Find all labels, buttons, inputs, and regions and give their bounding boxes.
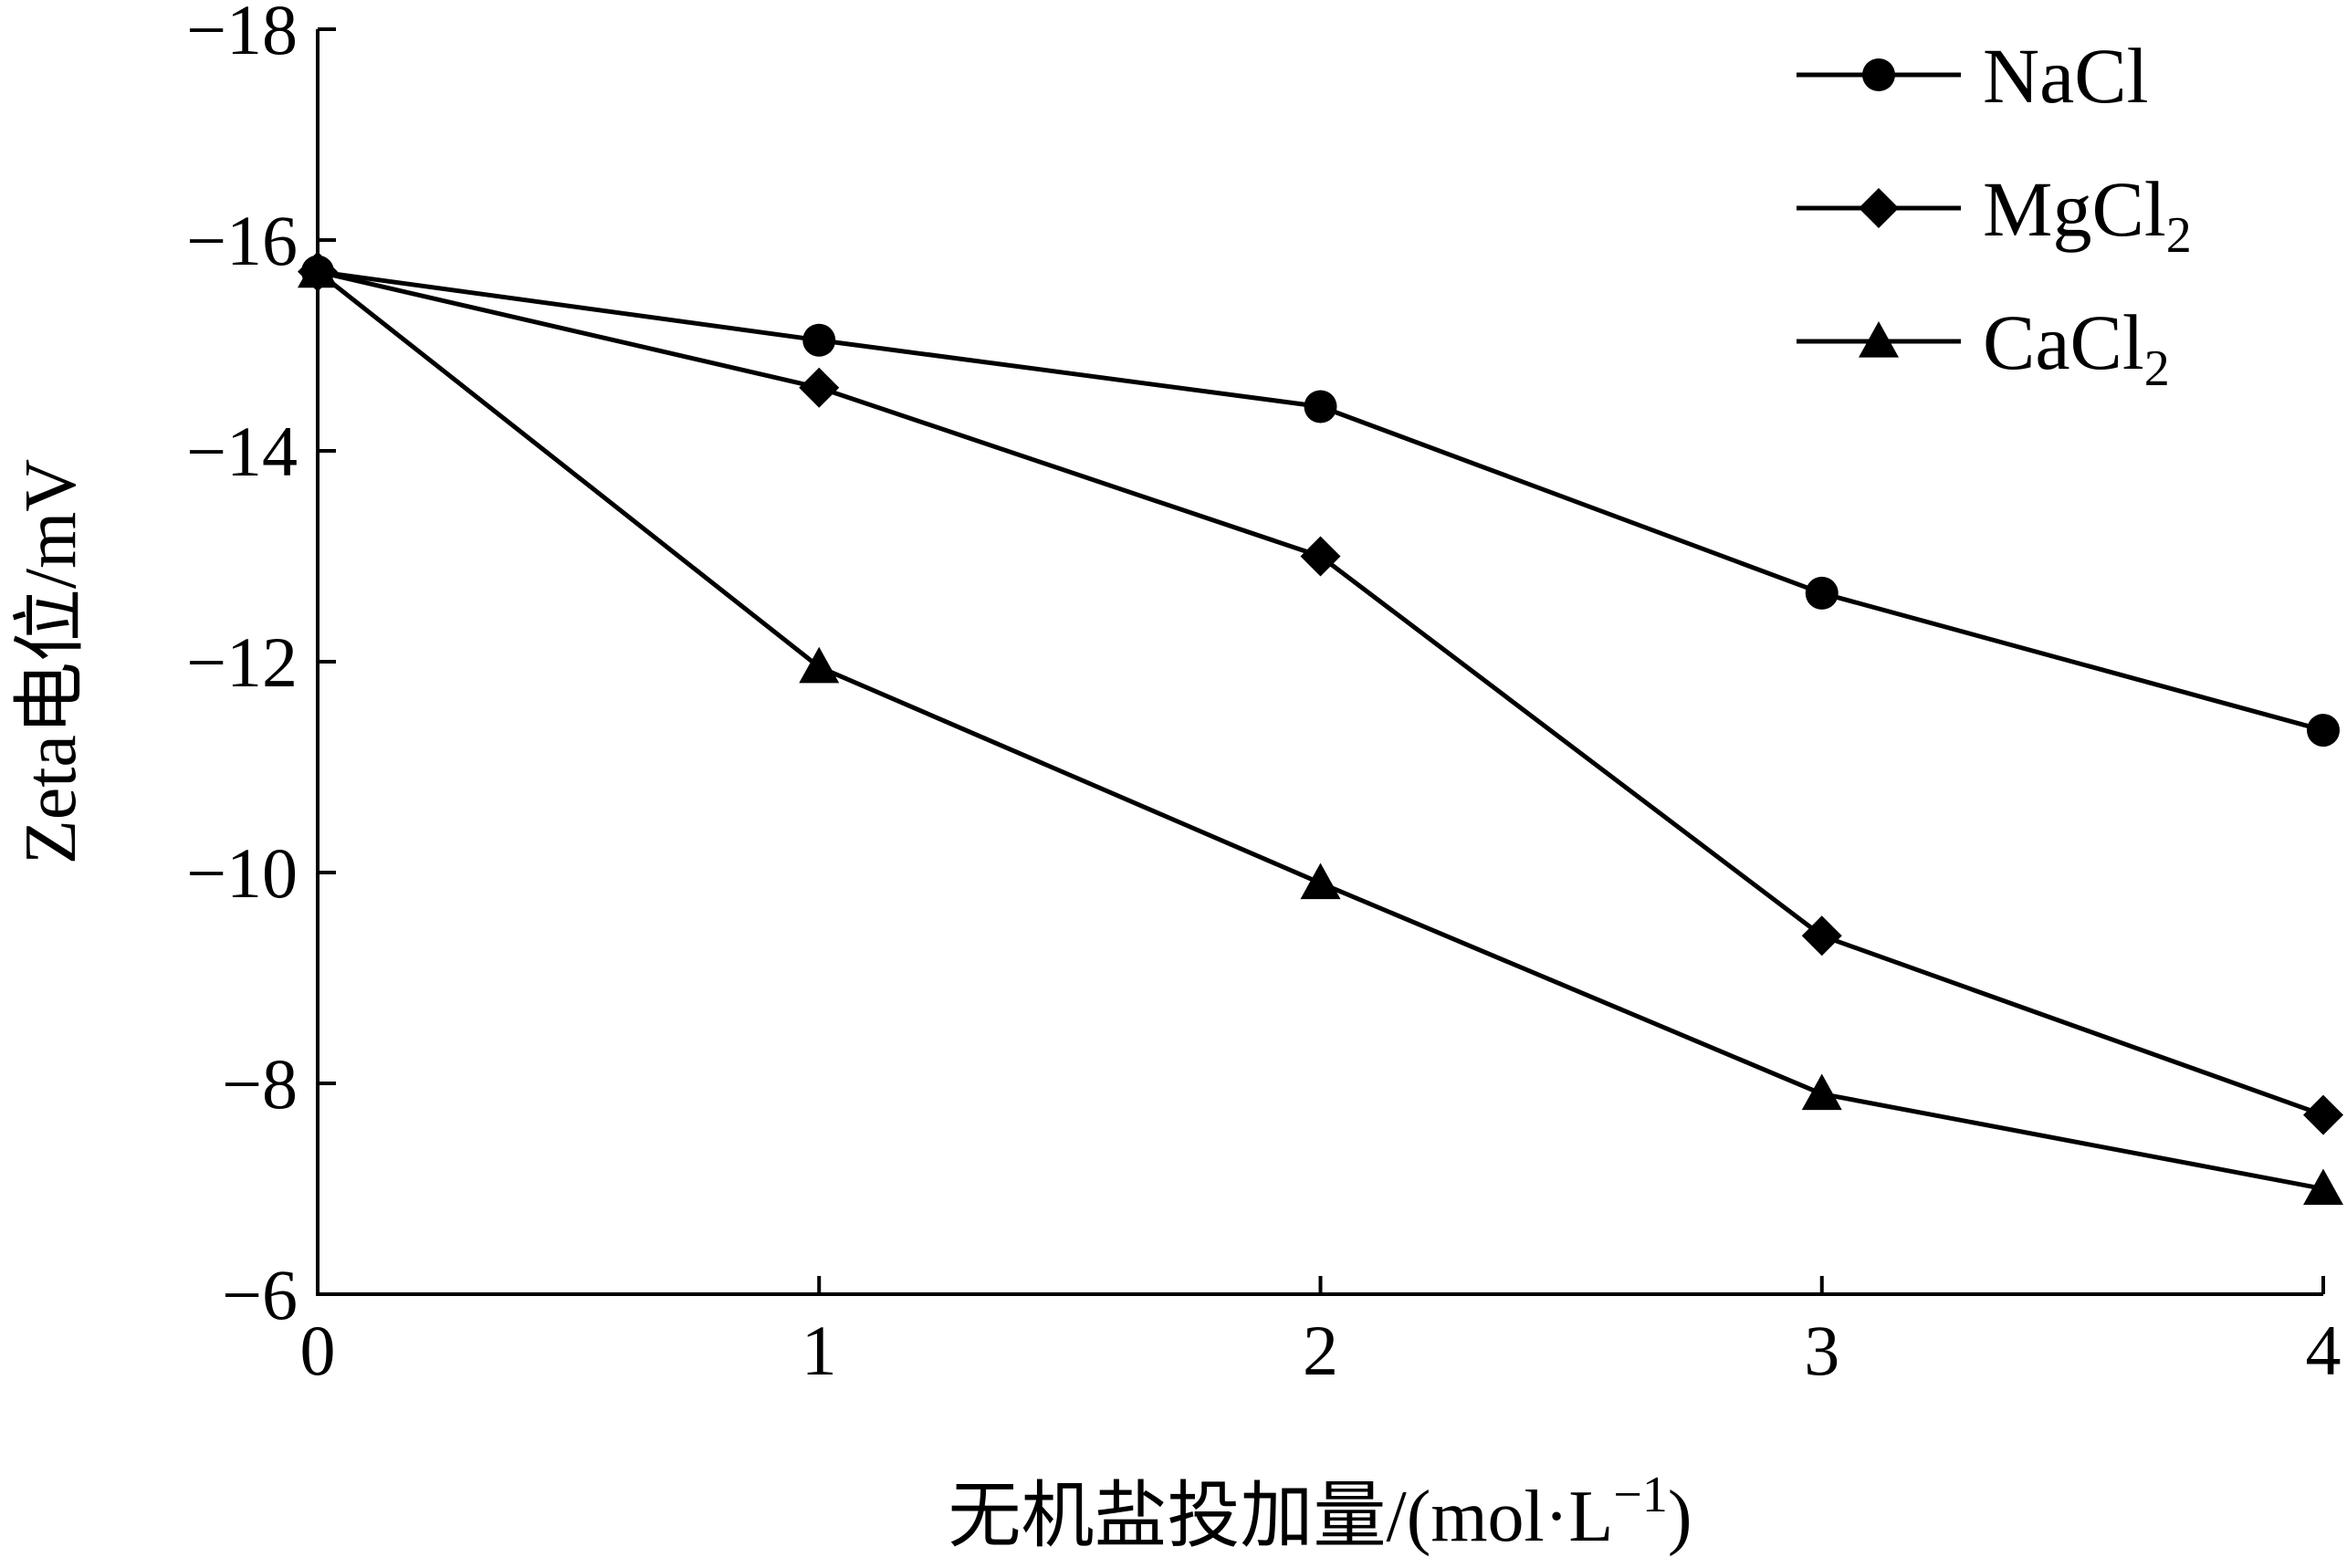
data-point-cacl2 xyxy=(799,646,840,684)
y-tick-label: −18 xyxy=(186,0,298,69)
data-point-mgcl2 xyxy=(1801,915,1842,956)
legend-label-text: CaCl xyxy=(1983,298,2144,386)
data-point-mgcl2 xyxy=(2303,1094,2343,1135)
legend-label-text: MgCl xyxy=(1983,165,2166,253)
x-tick-label: 4 xyxy=(2306,1311,2342,1390)
data-point-nacl xyxy=(2307,714,2340,747)
x-tick-label: 1 xyxy=(802,1311,837,1390)
legend-marker-triangle xyxy=(1859,321,1899,358)
legend-marker-circle xyxy=(1862,58,1895,91)
legend-label-cacl2: CaCl2 xyxy=(1983,298,2170,397)
y-tick-label: −14 xyxy=(186,412,298,491)
legend-label-subscript: 2 xyxy=(2144,340,2170,397)
ticks: −6 −8 −10 −12 −14 −16 −18 0 1 2 3 4 xyxy=(186,0,2342,1390)
legend-marker-diamond xyxy=(1859,188,1899,228)
data-point-nacl xyxy=(1304,390,1337,423)
legend-label-mgcl2: MgCl2 xyxy=(1983,165,2192,264)
y-tick-label: −12 xyxy=(186,622,298,702)
legend-label-subscript: 2 xyxy=(2166,207,2192,264)
y-tick-label: −10 xyxy=(186,833,298,913)
data-point-mgcl2 xyxy=(1300,536,1341,577)
x-tick-label: 2 xyxy=(1303,1311,1338,1390)
data-point-cacl2 xyxy=(2303,1168,2343,1206)
data-point-mgcl2 xyxy=(799,367,840,408)
data-point-cacl2 xyxy=(298,251,338,288)
x-tick-label: 3 xyxy=(1804,1311,1839,1390)
data-point-cacl2 xyxy=(1801,1073,1842,1111)
data-point-nacl xyxy=(802,323,836,357)
y-tick-label: −16 xyxy=(186,201,298,280)
y-tick-label: −8 xyxy=(222,1044,298,1124)
x-tick-label: 0 xyxy=(300,1311,336,1390)
legend-label-nacl: NaCl xyxy=(1983,32,2149,120)
series-markers xyxy=(298,251,2343,1206)
y-tick-label: −6 xyxy=(222,1255,298,1334)
x-axis-title: 无机盐投加量/(mol·L−1) xyxy=(948,1467,1692,1557)
data-point-cacl2 xyxy=(1300,862,1341,900)
legend-label-text: NaCl xyxy=(1983,32,2149,120)
y-axis-title: Zeta电位/mV xyxy=(11,459,91,864)
data-point-nacl xyxy=(1805,576,1839,610)
